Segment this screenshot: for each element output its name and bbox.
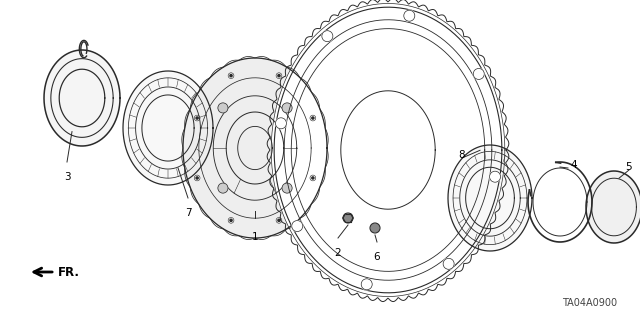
Circle shape [322,31,333,42]
Text: 3: 3 [64,172,70,182]
Text: 6: 6 [374,252,380,262]
Circle shape [230,219,232,221]
Circle shape [282,183,292,193]
Polygon shape [44,50,120,146]
Circle shape [292,220,303,232]
Polygon shape [448,145,532,251]
Circle shape [218,183,228,193]
Text: TA04A0900: TA04A0900 [563,298,618,308]
Circle shape [196,177,198,179]
Text: 8: 8 [459,150,465,160]
Text: 5: 5 [626,162,632,172]
Circle shape [404,10,415,21]
Polygon shape [586,171,640,243]
Polygon shape [183,58,327,238]
Circle shape [361,279,372,290]
Circle shape [371,224,379,232]
Circle shape [344,214,352,222]
Circle shape [278,219,280,221]
Polygon shape [271,4,505,297]
Text: 7: 7 [185,208,191,218]
Circle shape [275,118,287,129]
Circle shape [312,117,314,119]
Circle shape [312,177,314,179]
Circle shape [443,258,454,269]
Circle shape [230,75,232,77]
Text: FR.: FR. [58,265,80,278]
Circle shape [473,69,484,79]
Circle shape [196,117,198,119]
Circle shape [278,75,280,77]
Text: 1: 1 [252,232,259,242]
Text: 4: 4 [571,160,577,170]
Circle shape [490,171,500,182]
Polygon shape [123,71,213,185]
Circle shape [218,103,228,113]
Text: 2: 2 [335,248,341,258]
Circle shape [282,103,292,113]
